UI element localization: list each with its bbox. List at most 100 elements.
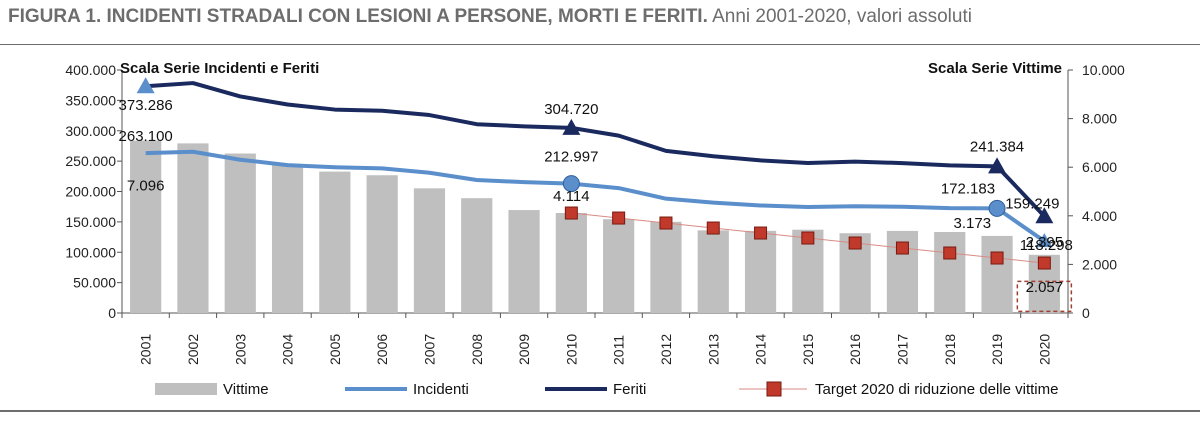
data-label: 3.173 (954, 215, 992, 232)
legend-swatch-vittime (155, 383, 217, 395)
line-incidenti (145, 149, 1046, 243)
line-feriti (145, 81, 1046, 218)
figure-title: FIGURA 1. INCIDENTI STRADALI CON LESIONI… (8, 6, 972, 28)
chart: 0 50.000 100.000 150.000 200.000 250.000 300.0… (65, 60, 1125, 398)
right-tick-label: 2.000 (1082, 256, 1117, 272)
legend-label: Target 2020 di riduzione delle vittime (815, 381, 1058, 398)
figure-subtitle: Anni 2001-2020, valori assoluti (712, 6, 972, 27)
top-rule (0, 44, 1200, 45)
right-tick-label: 6.000 (1082, 159, 1117, 175)
left-tick-label: 150.000 (65, 214, 116, 230)
bar-vittime (650, 221, 682, 313)
bar-vittime (224, 153, 256, 313)
x-tick-label: 2015 (800, 334, 816, 365)
bar-vittime (413, 188, 446, 313)
right-tick-label: 10.000 (1082, 62, 1125, 78)
bar-vittime (461, 198, 493, 313)
bottom-rule (0, 410, 1200, 412)
marker-target (659, 216, 673, 230)
data-label: 304.720 (544, 101, 598, 118)
bar-vittime (177, 143, 209, 313)
bar-vittime (555, 213, 587, 313)
data-label: 373.286 (119, 97, 173, 114)
x-tick-label: 2010 (563, 334, 579, 365)
x-tick-label: 2001 (138, 334, 154, 365)
x-tick-label: 2017 (894, 334, 910, 365)
right-tick-label: 4.000 (1082, 208, 1117, 224)
chart-axes: 0 50.000 100.000 150.000 200.000 250.000 300.0… (65, 60, 1125, 365)
marker-target (564, 206, 578, 220)
right-tick-label: 0 (1082, 305, 1090, 321)
marker-incidenti (562, 175, 580, 193)
left-tick-label: 300.000 (65, 123, 116, 139)
legend: Vittime Incidenti Feriti Target 2020 di rid… (155, 381, 1058, 398)
marker-feriti (562, 118, 581, 135)
marker-target (943, 246, 957, 260)
data-label: 2.057 (1026, 279, 1064, 296)
x-tick-label: 2002 (185, 334, 201, 365)
data-label: 7.096 (127, 177, 165, 194)
x-tick-label: 2005 (327, 334, 343, 365)
bar-vittime (603, 219, 635, 313)
bar-vittime (508, 210, 540, 313)
data-label: 118.298 (1020, 237, 1073, 254)
legend-swatch-target-marker (766, 381, 782, 397)
x-tick-label: 2008 (469, 334, 485, 365)
data-label: 159.249 (1005, 195, 1059, 212)
x-tick-label: 2012 (658, 334, 674, 365)
legend-label: Incidenti (413, 381, 469, 398)
x-tick-label: 2009 (516, 334, 532, 365)
left-tick-label: 250.000 (65, 153, 116, 169)
legend-label: Vittime (223, 381, 269, 398)
figure-label: FIGURA 1. INCIDENTI STRADALI CON LESIONI… (8, 6, 708, 27)
left-tick-label: 50.000 (73, 275, 116, 291)
bar-vittime (319, 171, 351, 313)
data-label: 4.114 (553, 188, 589, 205)
bar-vittime (934, 231, 966, 313)
x-tick-label: 2007 (421, 334, 437, 365)
marker-target (612, 211, 626, 225)
x-tick-label: 2013 (705, 334, 721, 365)
x-tick-label: 2006 (374, 334, 390, 365)
x-tick-label: 2020 (1036, 334, 1052, 365)
bar-vittime (697, 230, 729, 313)
right-axis-title: Scala Serie Vittime (928, 60, 1062, 77)
right-tick-label: 8.000 (1082, 111, 1117, 127)
marker-target (990, 251, 1004, 265)
x-tick-label: 2019 (989, 334, 1005, 365)
left-tick-label: 400.000 (65, 62, 116, 78)
marker-target (895, 241, 909, 255)
x-tick-label: 2011 (611, 335, 627, 365)
line-series (136, 77, 1073, 313)
marker-target (1037, 256, 1051, 270)
data-label: 263.100 (119, 128, 173, 145)
bar-vittime (271, 164, 304, 313)
data-label: 2.395 (1026, 234, 1064, 251)
marker-feriti (1035, 207, 1054, 224)
x-tick-label: 2016 (847, 334, 863, 365)
left-axis-title: Scala Serie Incidenti e Feriti (120, 60, 319, 77)
left-tick-label: 350.000 (65, 92, 116, 108)
x-tick-label: 2018 (942, 334, 958, 365)
x-tick-label: 2004 (280, 334, 296, 365)
left-tick-label: 200.000 (65, 184, 116, 200)
left-tick-label: 0 (108, 305, 116, 321)
marker-target (848, 236, 862, 250)
marker-feriti (136, 77, 155, 94)
x-tick-label: 2003 (232, 334, 248, 365)
bar-vittime (981, 235, 1013, 313)
left-tick-label: 100.000 (65, 244, 116, 260)
marker-target (801, 231, 815, 245)
bar-series-vittime (130, 140, 1060, 313)
marker-target (706, 221, 720, 235)
data-label: 212.997 (544, 149, 598, 166)
marker-target (754, 226, 768, 240)
bar-vittime (366, 175, 398, 313)
data-labels: 373.286 263.100 7.096 304.720 212.997 4.114 24… (119, 97, 1073, 296)
marker-incidenti (988, 199, 1006, 217)
data-label: 241.384 (970, 138, 1024, 155)
x-tick-label: 2014 (753, 334, 769, 365)
bar-vittime (744, 230, 777, 313)
legend-label: Feriti (613, 381, 646, 398)
marker-incidenti (1036, 233, 1053, 248)
